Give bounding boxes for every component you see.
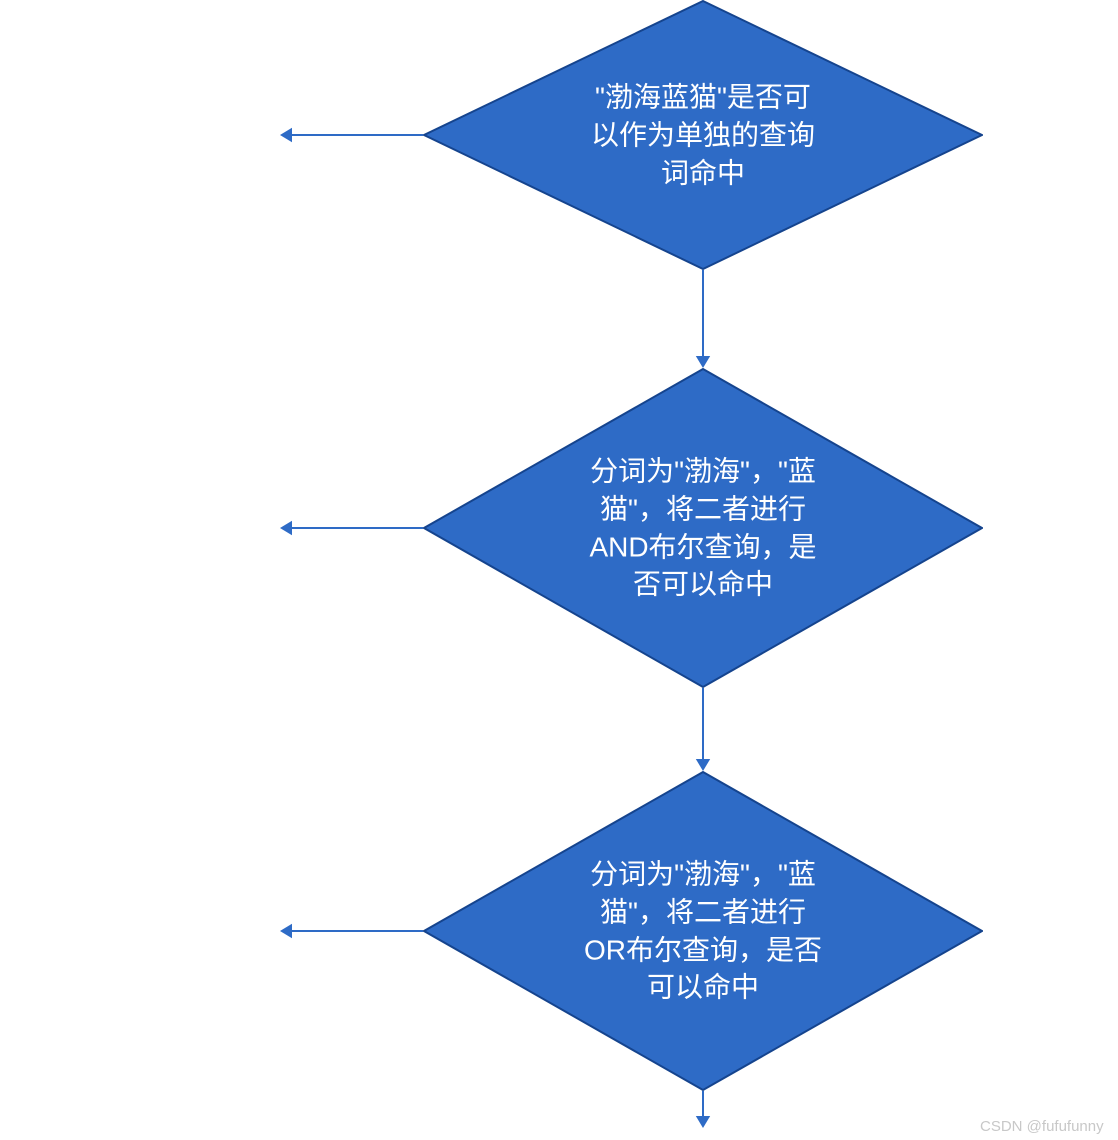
decision-text-d2: 分词为"渤海"，"蓝 猫"，将二者进行 AND布尔查询，是 否可以命中: [507, 452, 899, 603]
decision-node-d2: 分词为"渤海"，"蓝 猫"，将二者进行 AND布尔查询，是 否可以命中: [423, 368, 983, 688]
arrow-left: [280, 919, 435, 943]
arrow-left: [280, 123, 435, 147]
decision-text-d3: 分词为"渤海"，"蓝 猫"，将二者进行 OR布尔查询，是否 可以命中: [507, 855, 899, 1006]
watermark-text: CSDN @fufufunny: [980, 1118, 1104, 1135]
arrow-down: [691, 1091, 715, 1140]
decision-node-d3: 分词为"渤海"，"蓝 猫"，将二者进行 OR布尔查询，是否 可以命中: [423, 771, 983, 1091]
arrow-down: [691, 688, 715, 783]
flowchart-canvas: "渤海蓝猫"是否可 以作为单独的查询 词命中分词为"渤海"，"蓝 猫"，将二者进…: [0, 0, 1118, 1138]
arrow-left: [280, 516, 435, 540]
arrow-down: [691, 270, 715, 380]
decision-text-d1: "渤海蓝猫"是否可 以作为单独的查询 词命中: [507, 78, 899, 191]
decision-node-d1: "渤海蓝猫"是否可 以作为单独的查询 词命中: [423, 0, 983, 270]
